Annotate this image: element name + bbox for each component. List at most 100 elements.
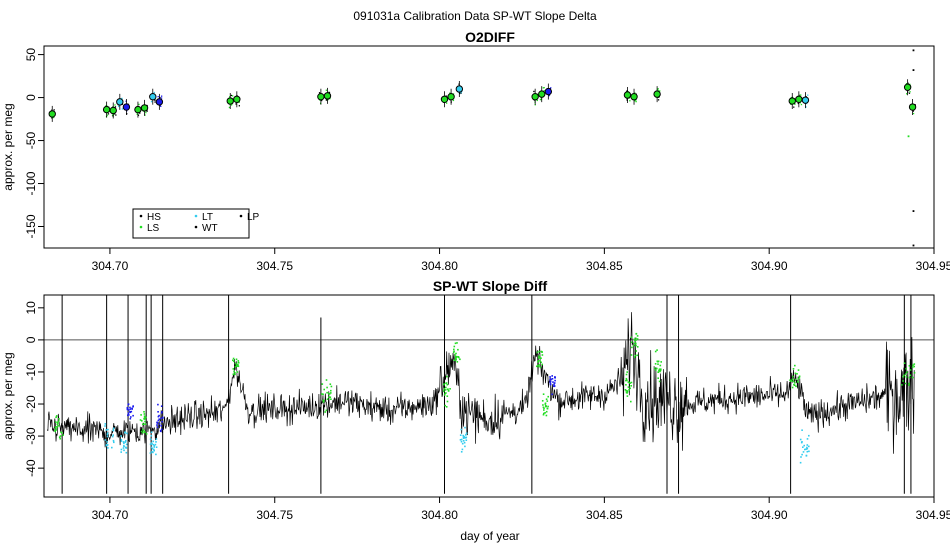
slope-diff-point (445, 406, 448, 408)
o2diff-point (139, 112, 141, 114)
x-tick-label-4: 304.90 (751, 259, 788, 273)
o2diff-point (157, 96, 159, 98)
o2diff-mean-marker (903, 83, 912, 91)
slope-diff-point (143, 430, 145, 432)
slope-diff-point (123, 445, 125, 448)
slope-diff-point (149, 443, 152, 446)
slope-diff-point (447, 389, 450, 392)
slope-diff-point (106, 444, 108, 446)
slope-diff-point (461, 448, 464, 451)
slope-diff-point (790, 380, 792, 382)
slope-diff-point (462, 440, 465, 442)
slope-diff-point (654, 350, 657, 353)
o2diff-point (657, 99, 660, 101)
slope-diff-point (626, 395, 629, 397)
slope-diff-point (635, 344, 637, 347)
slope-diff-point (442, 390, 445, 392)
o2diff-point (106, 114, 109, 116)
slope-diff-point (541, 363, 543, 366)
o2diff-point (230, 94, 232, 97)
o2diff-outlier-point (912, 49, 915, 52)
o2diff-marks (48, 49, 917, 247)
o2diff-mean-marker (102, 105, 111, 114)
slope-diff-point (60, 431, 62, 434)
slope-diff-point (322, 401, 325, 403)
o2diff-mean-marker (455, 85, 464, 93)
slope-diff-point (56, 421, 59, 424)
slope-diff-point (798, 377, 801, 379)
slope-diff-point (106, 435, 109, 438)
slope-diff-point (544, 405, 547, 407)
slope-diff-point (456, 361, 459, 363)
slope-diff-point (553, 382, 556, 384)
slope-diff-plot-frame (43, 294, 935, 498)
slope-diff-point (129, 408, 132, 410)
slope-diff-point (104, 439, 107, 441)
slope-diff-point (233, 360, 235, 363)
legend-label-4: WT (202, 223, 218, 234)
slope-diff-point (632, 344, 635, 347)
slope-diff-point (326, 391, 328, 394)
slope-diff-point (792, 368, 795, 370)
slope-diff-point (550, 378, 552, 381)
o2diff-point (328, 91, 331, 94)
o2diff-point (228, 106, 231, 109)
slope-diff-point (551, 378, 554, 380)
slope-diff-point (326, 398, 329, 400)
slope-diff-point (905, 376, 908, 378)
slope-diff-point (107, 447, 109, 449)
slope-diff-point (149, 438, 152, 440)
slope-diff-point (112, 434, 114, 436)
slope-diff-point (112, 429, 114, 431)
slope-diff-point (444, 404, 446, 407)
o2diff-point (459, 92, 461, 95)
y-tick-label-5: -40 (24, 459, 38, 477)
slope-diff-point (654, 367, 656, 370)
slope-diff-point (155, 453, 157, 456)
o2diff-point (230, 104, 233, 106)
slope-diff-point (155, 446, 158, 448)
o2diff-point (238, 101, 240, 103)
slope-diff-point (105, 444, 107, 447)
slope-diff-point (464, 445, 466, 448)
o2diff-outlier-point (912, 244, 915, 247)
o2diff-point (238, 105, 240, 107)
o2diff-mean-marker (544, 87, 553, 96)
slope-diff-point (903, 374, 905, 377)
o2diff-mean-marker (134, 105, 142, 114)
o2diff-point (657, 88, 659, 90)
slope-diff-point (549, 378, 551, 381)
slope-diff-point (232, 357, 235, 360)
slope-diff-point (911, 376, 914, 379)
slope-diff-point (144, 416, 146, 419)
slope-diff-point (628, 381, 631, 384)
o2diff-point (635, 101, 637, 103)
o2diff-point (629, 100, 631, 102)
o2diff-point (548, 94, 550, 97)
o2diff-mean-marker (323, 92, 332, 100)
slope-diff-point (150, 435, 153, 437)
slope-diff-point (457, 348, 459, 351)
slope-diff-point (237, 361, 240, 364)
slope-diff-point (124, 441, 127, 443)
slope-diff-point (142, 423, 144, 426)
slope-diff-point (808, 445, 810, 448)
slope-diff-point (328, 392, 330, 395)
slope-diff-point (794, 372, 797, 375)
slope-diff-point (543, 409, 545, 411)
slope-diff-point (541, 351, 543, 353)
slope-diff-point (232, 373, 235, 376)
x-tick-label-0: 304.70 (92, 508, 129, 522)
slope-diff-point (802, 451, 805, 453)
o2diff-point (794, 103, 796, 105)
slope-diff-point (792, 375, 794, 378)
slope-diff-point (161, 420, 163, 423)
slope-diff-point (152, 443, 155, 446)
slope-diff-point (793, 383, 795, 386)
y-tick-label-2: -10 (24, 363, 38, 381)
slope-diff-point (453, 359, 456, 362)
x-tick-label-4: 304.90 (751, 508, 788, 522)
slope-diff-point (161, 411, 163, 413)
slope-diff-point (460, 451, 463, 453)
slope-diff-point (659, 364, 662, 367)
